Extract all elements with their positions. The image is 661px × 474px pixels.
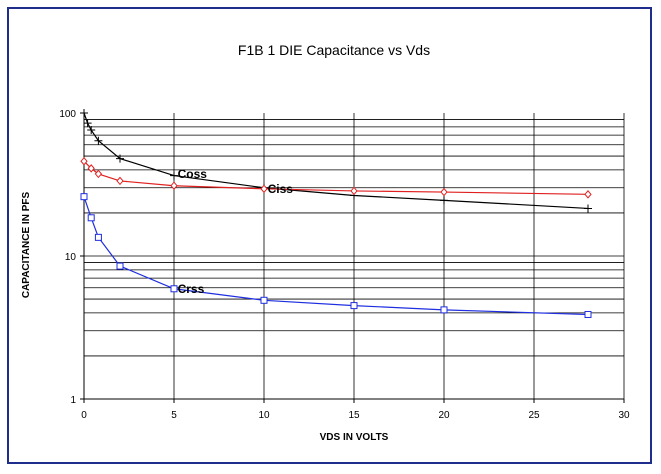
chart-title: F1B 1 DIE Capacitance vs Vds	[238, 42, 430, 58]
data-point	[94, 169, 103, 179]
annotation-coss: Coss	[178, 167, 208, 181]
data-point	[87, 126, 96, 135]
series-coss	[80, 109, 592, 213]
data-point	[87, 214, 95, 222]
data-point	[116, 154, 124, 163]
series-layer	[80, 109, 592, 318]
data-point	[584, 190, 592, 199]
data-point	[80, 109, 88, 117]
x-tick-label: 20	[438, 410, 450, 421]
data-point	[116, 176, 124, 186]
annotation-ciss: Ciss	[268, 182, 294, 196]
x-tick-label: 0	[81, 410, 87, 421]
data-point	[440, 187, 448, 197]
y-tick-label: 10	[65, 252, 77, 263]
data-point	[83, 119, 92, 128]
x-tick-label: 30	[618, 410, 630, 421]
data-point	[94, 233, 102, 241]
data-point	[170, 285, 178, 293]
axes	[80, 112, 625, 403]
series-line-coss	[83, 112, 589, 210]
annotation-crss: Crss	[178, 282, 205, 296]
data-point	[170, 181, 178, 191]
x-tick-label: 5	[171, 410, 177, 421]
data-point	[80, 156, 88, 166]
x-axis-label: VDS IN VOLTS	[320, 432, 389, 443]
data-point	[584, 310, 592, 318]
annotations: Coss Ciss Crss	[178, 167, 294, 296]
data-point	[87, 164, 95, 173]
data-point	[260, 184, 268, 194]
x-tick-label: 10	[258, 410, 270, 421]
data-point	[440, 196, 448, 205]
data-point	[440, 306, 448, 314]
y-axis-label: CAPACITANCE IN PFS	[21, 192, 32, 299]
series-crss	[80, 193, 592, 318]
series-line-crss	[83, 196, 589, 316]
data-point	[94, 136, 103, 145]
data-point	[584, 204, 592, 213]
x-tick-label: 25	[528, 410, 540, 421]
y-tick-label: 1	[70, 395, 76, 406]
data-point	[170, 171, 178, 180]
y-tick-label: 100	[59, 109, 76, 120]
data-point	[80, 193, 88, 201]
data-point	[350, 302, 358, 310]
data-point	[116, 262, 124, 270]
tick-labels: 0 5 10 15 20 25 30 1 10 100	[59, 109, 630, 421]
series-line-ciss	[83, 160, 589, 195]
data-point	[260, 296, 268, 304]
series-ciss	[80, 156, 592, 199]
chart-frame: F1B 1 DIE Capacitance vs Vds 0 5 10 15 20 25 3…	[7, 7, 652, 464]
data-point	[350, 186, 358, 196]
grid	[84, 113, 625, 399]
x-tick-label: 15	[348, 410, 360, 421]
capacitance-chart: F1B 1 DIE Capacitance vs Vds 0 5 10 15 20 25 3…	[21, 42, 630, 443]
